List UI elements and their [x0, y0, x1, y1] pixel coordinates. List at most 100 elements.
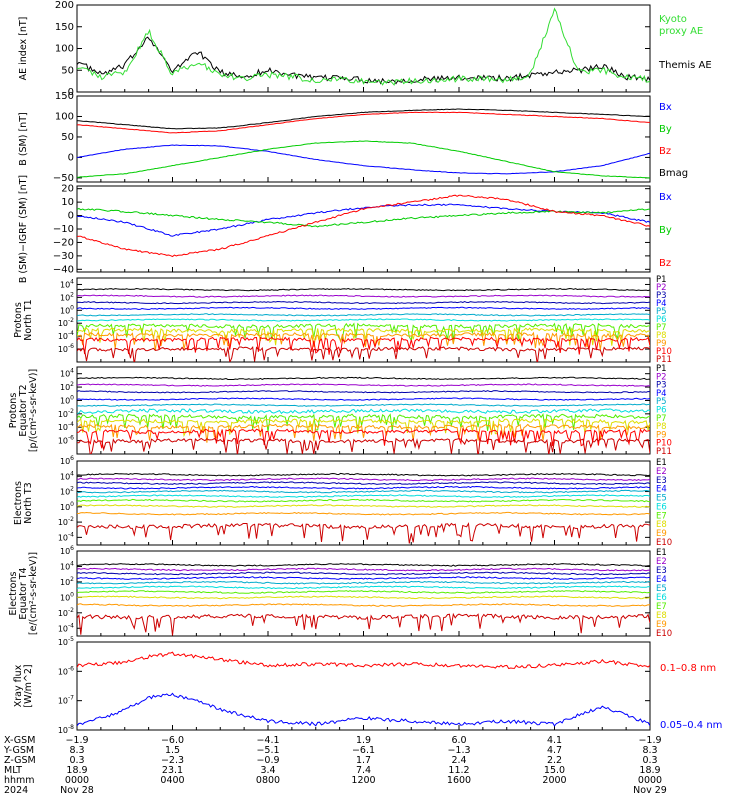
legend-entry: P10: [656, 347, 672, 357]
y-tick-label: 100: [60, 501, 74, 512]
y-tick-label: 50: [61, 65, 74, 76]
x-row-label: MLT: [4, 765, 22, 776]
legend-entry: E5: [656, 584, 667, 594]
legend-entry: P7: [656, 414, 667, 424]
x-row-value: 4.7: [547, 745, 562, 756]
series-line-p3: [77, 300, 650, 305]
series-line-bz: [77, 111, 650, 134]
legend-entry: 0.05–0.4 nm: [660, 720, 722, 731]
x-row-value: 8.3: [642, 745, 657, 756]
legend-entry: E1: [656, 458, 667, 468]
series-line-p7: [77, 322, 650, 342]
y-tick-label: 10-6: [58, 435, 74, 446]
legend-entry: Bx: [659, 102, 672, 113]
y-tick-label: 10-5: [58, 636, 74, 647]
y-tick-label: 102: [60, 381, 74, 392]
x-row-value: 1600: [447, 775, 471, 786]
y-tick-label: −50: [53, 173, 74, 184]
y-axis-label: Equator T4: [18, 567, 29, 619]
y-axis-label: [W/m^2]: [23, 664, 34, 707]
y-tick-label: 10-2: [58, 516, 74, 527]
x-row-value: 3.4: [260, 765, 275, 776]
x-row-value: 8.3: [69, 745, 84, 756]
y-tick-label: 10-4: [58, 622, 74, 633]
series-line-e7: [77, 498, 650, 503]
legend-entry: P8: [656, 422, 667, 432]
series-line-p3: [77, 390, 650, 394]
legend-entry: E10: [656, 538, 672, 548]
series-line-by: [77, 140, 650, 179]
y-tick-label: 10-4: [58, 330, 74, 341]
y-tick-label: 102: [60, 576, 74, 587]
legend-entry: Themis AE: [658, 60, 712, 71]
x-row-value: 0000: [638, 775, 662, 786]
y-tick-label: 20: [61, 184, 74, 195]
series-line-e5: [77, 580, 650, 585]
legend-entry: By: [659, 225, 672, 236]
legend-entry: E9: [656, 529, 667, 539]
x-row-label: hhmm: [4, 775, 35, 786]
legend-entry: P8: [656, 331, 667, 341]
series-line-bz: [77, 194, 650, 258]
y-tick-label: 102: [60, 486, 74, 497]
x-row-label: Y-GSM: [3, 745, 34, 756]
series-line-p9: [77, 423, 650, 443]
x-row-value: −0.9: [256, 755, 279, 766]
panel-7: 10-4 10-2 100 102 104 106 Electrons Equator T4[…: [8, 545, 672, 639]
y-tick-label: 106: [60, 545, 74, 556]
y-tick-label: 104: [60, 278, 74, 289]
x-row-value: 4.1: [547, 735, 562, 746]
series-line-e3: [77, 571, 650, 576]
plot-frame: [76, 95, 651, 183]
x-row-value: 2.4: [451, 755, 466, 766]
x-row-value: 6.0: [451, 735, 466, 746]
y-tick-label: 0: [68, 87, 74, 98]
x-row-value: 18.9: [639, 765, 660, 776]
series-line-e6: [77, 585, 650, 590]
y-tick-label: 106: [60, 455, 74, 466]
series-line-e6: [77, 494, 650, 498]
y-tick-label: 10-7: [58, 695, 74, 706]
x-row-value: 1.5: [165, 745, 180, 756]
series-line-e2: [77, 477, 650, 482]
y-tick-label: −30: [53, 251, 74, 262]
x-row-value: 0.3: [69, 755, 84, 766]
x-row-value: −1.9: [638, 735, 661, 746]
legend-entry: E6: [656, 593, 667, 603]
x-row-value: Nov 28: [60, 785, 94, 796]
series-line-e8: [77, 595, 650, 600]
legend-entry: E6: [656, 502, 667, 512]
y-axis-label: B (SM) [nT]: [18, 112, 29, 165]
series-line-p2: [77, 294, 650, 298]
legend-entry: E7: [656, 602, 667, 612]
series-line-e5: [77, 489, 650, 494]
series-line-bmag: [77, 108, 650, 130]
series-line-p8: [77, 327, 650, 346]
y-axis-label: North T1: [23, 299, 34, 340]
x-row-value: 0800: [256, 775, 280, 786]
x-row-value: 0000: [65, 775, 89, 786]
legend-entry: P10: [656, 439, 672, 449]
x-row-value: 2000: [542, 775, 566, 786]
legend-entry: E7: [656, 511, 667, 521]
legend-entry: Kyoto: [659, 14, 687, 25]
series-line-p2: [77, 383, 650, 387]
panel-3: −40 −30 −20 −10 0 10 20 B (SM)−IGRF (SM) [nT] Bx…: [18, 175, 672, 283]
y-axis-label: Xray flux: [13, 664, 24, 707]
series-line-p6: [77, 408, 650, 415]
y-tick-label: 10-2: [58, 408, 74, 419]
series-line-p11: [77, 346, 650, 362]
series-line-e9: [77, 511, 650, 516]
x-row-label: X-GSM: [4, 735, 35, 746]
legend-entry: P1: [656, 364, 667, 374]
plot-frame: [76, 185, 651, 273]
y-tick-label: 10-6: [58, 665, 74, 676]
legend-entry: P9: [656, 339, 667, 349]
legend-entry: P2: [656, 283, 667, 293]
legend-entry: E10: [656, 629, 672, 639]
x-row-value: −1.3: [447, 745, 470, 756]
x-row-value: 18.9: [66, 765, 87, 776]
legend-entry: P4: [656, 299, 667, 309]
series-line-e4: [77, 576, 650, 580]
